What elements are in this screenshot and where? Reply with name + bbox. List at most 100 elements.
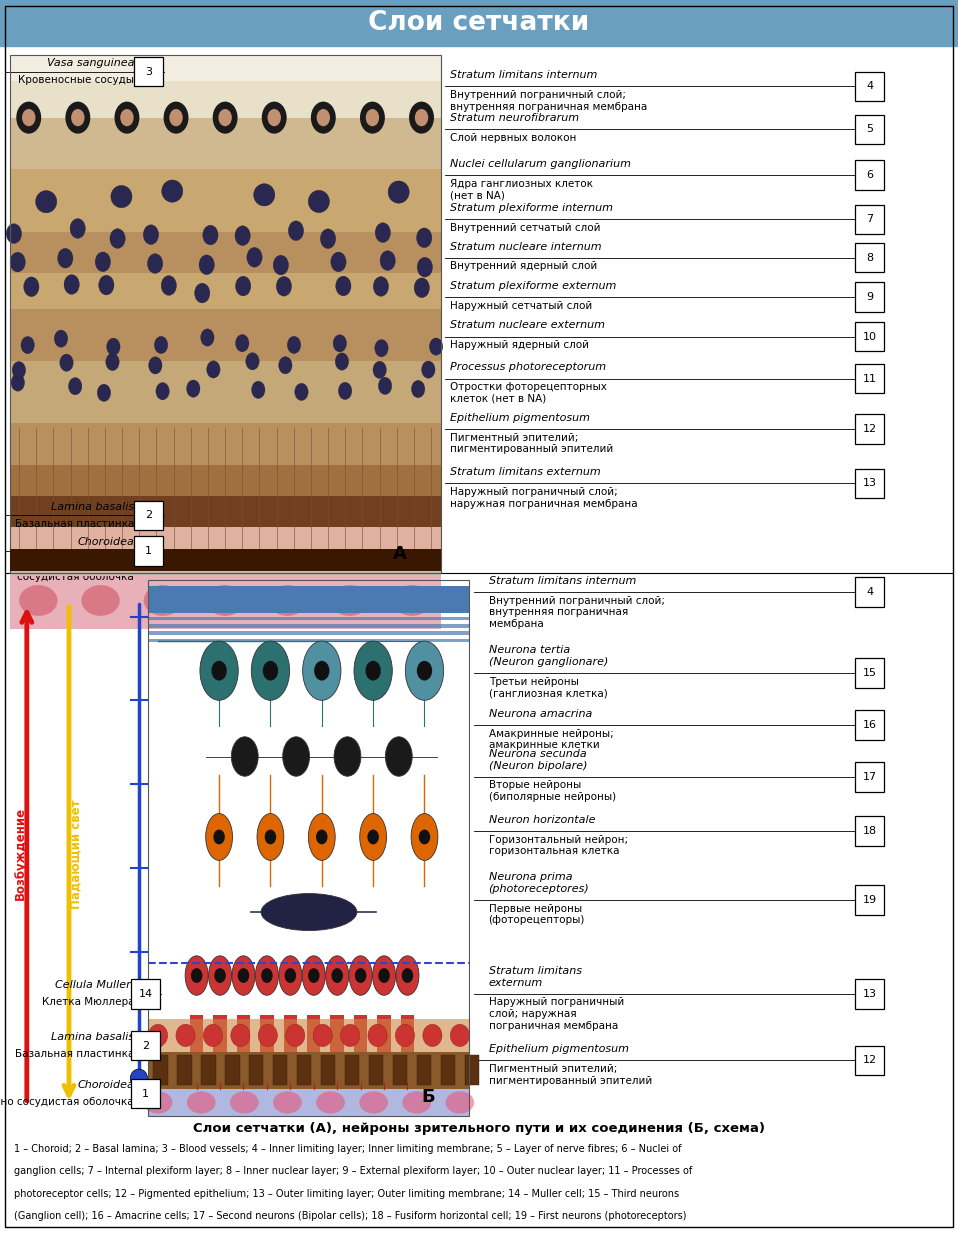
Circle shape (144, 224, 159, 244)
Circle shape (354, 968, 366, 983)
Ellipse shape (231, 737, 258, 777)
Text: Stratum limitans internum: Stratum limitans internum (489, 576, 636, 586)
Text: 19: 19 (863, 895, 877, 905)
Ellipse shape (396, 1025, 415, 1047)
Circle shape (414, 277, 429, 297)
Circle shape (238, 968, 249, 983)
FancyBboxPatch shape (855, 243, 884, 272)
Ellipse shape (148, 1025, 168, 1047)
Ellipse shape (257, 814, 284, 861)
Circle shape (247, 248, 262, 268)
Ellipse shape (313, 1025, 332, 1047)
Bar (354, 1015, 367, 1052)
Circle shape (161, 276, 176, 296)
Circle shape (236, 334, 249, 351)
Text: 15: 15 (863, 668, 877, 678)
Ellipse shape (303, 956, 326, 995)
Text: 12: 12 (863, 1055, 877, 1065)
Circle shape (57, 248, 73, 268)
Bar (10, 81, 441, 117)
Text: Слои сетчатки (А), нейроны зрительного пути и их соединения (Б, схема): Слои сетчатки (А), нейроны зрительного п… (193, 1122, 765, 1136)
Circle shape (417, 258, 432, 277)
Ellipse shape (368, 1025, 387, 1047)
Circle shape (333, 334, 347, 351)
Circle shape (310, 101, 336, 133)
Text: Отростки фоторецепторных
клеток (нет в NA): Отростки фоторецепторных клеток (нет в N… (450, 382, 607, 404)
FancyBboxPatch shape (855, 658, 884, 688)
Bar (10, 549, 441, 571)
Text: 6: 6 (866, 170, 874, 180)
Text: 17: 17 (863, 772, 877, 782)
Circle shape (378, 968, 390, 983)
Circle shape (295, 383, 308, 401)
Text: Наружный пограничный
слой; наружная
пограничная мембрана: Наружный пограничный слой; наружная погр… (489, 997, 624, 1031)
Circle shape (199, 255, 215, 275)
Bar (297, 1055, 311, 1085)
Text: 7: 7 (866, 215, 874, 224)
Bar (10, 361, 441, 423)
Circle shape (64, 275, 80, 295)
Text: сосудистая оболочка: сосудистая оболочка (17, 572, 134, 582)
FancyBboxPatch shape (131, 1079, 160, 1108)
Circle shape (24, 277, 39, 297)
Text: Внутренний пограничный слой;
внутренняя пограничная
мембрана: Внутренний пограничный слой; внутренняя … (489, 596, 665, 629)
Text: Пигментный эпителий;
пигментированный эпителий: Пигментный эпителий; пигментированный эп… (450, 433, 613, 455)
Text: Базальная пластинка: Базальная пластинка (14, 519, 134, 529)
Ellipse shape (445, 1091, 474, 1113)
Bar (148, 580, 469, 1116)
Circle shape (374, 276, 389, 296)
FancyBboxPatch shape (855, 710, 884, 740)
Text: 9: 9 (866, 292, 874, 302)
Text: Processus photoreceptorum: Processus photoreceptorum (450, 363, 606, 372)
Ellipse shape (283, 737, 309, 777)
Ellipse shape (231, 1025, 250, 1047)
Circle shape (331, 252, 346, 271)
FancyBboxPatch shape (134, 536, 163, 566)
Circle shape (288, 221, 304, 240)
FancyBboxPatch shape (855, 322, 884, 351)
Circle shape (276, 276, 291, 296)
Text: 4: 4 (866, 587, 874, 597)
Text: Stratum nucleare externum: Stratum nucleare externum (450, 321, 605, 330)
Circle shape (335, 276, 351, 296)
FancyBboxPatch shape (134, 57, 163, 86)
Text: Внутренний пограничный слой;
внутренняя пограничная мембрана: Внутренний пограничный слой; внутренняя … (450, 90, 648, 112)
Bar (369, 1055, 383, 1085)
Bar (148, 624, 469, 628)
FancyBboxPatch shape (134, 501, 163, 530)
Circle shape (380, 250, 396, 270)
Circle shape (314, 661, 330, 681)
Ellipse shape (254, 184, 275, 206)
Bar (273, 1055, 287, 1085)
Bar (148, 580, 469, 1116)
Bar (0, 0, 958, 46)
Bar (10, 526, 441, 573)
Circle shape (409, 101, 434, 133)
FancyBboxPatch shape (131, 1031, 160, 1060)
Circle shape (415, 109, 428, 126)
FancyBboxPatch shape (855, 72, 884, 101)
Circle shape (366, 109, 379, 126)
Circle shape (401, 968, 413, 983)
Circle shape (262, 968, 273, 983)
Text: Epithelium pigmentosum: Epithelium pigmentosum (450, 413, 590, 423)
Circle shape (203, 226, 218, 245)
Text: Базальная пластинка: Базальная пластинка (14, 1049, 134, 1059)
Circle shape (71, 109, 84, 126)
Ellipse shape (422, 1025, 442, 1047)
Text: Lamina basalis: Lamina basalis (51, 502, 134, 512)
Text: 11: 11 (863, 374, 877, 383)
Bar (393, 1055, 407, 1085)
Bar (148, 1052, 469, 1089)
Text: Внутренний ядерный слой: Внутренний ядерный слой (450, 261, 598, 271)
Ellipse shape (251, 641, 289, 700)
Ellipse shape (331, 584, 369, 616)
FancyBboxPatch shape (855, 762, 884, 792)
Text: Epithelium pigmentosum: Epithelium pigmentosum (489, 1044, 628, 1054)
Text: Stratum nucleare internum: Stratum nucleare internum (450, 242, 602, 252)
Circle shape (316, 830, 328, 845)
Circle shape (170, 109, 183, 126)
Bar (308, 1015, 321, 1052)
Circle shape (207, 361, 220, 379)
Ellipse shape (354, 641, 392, 700)
